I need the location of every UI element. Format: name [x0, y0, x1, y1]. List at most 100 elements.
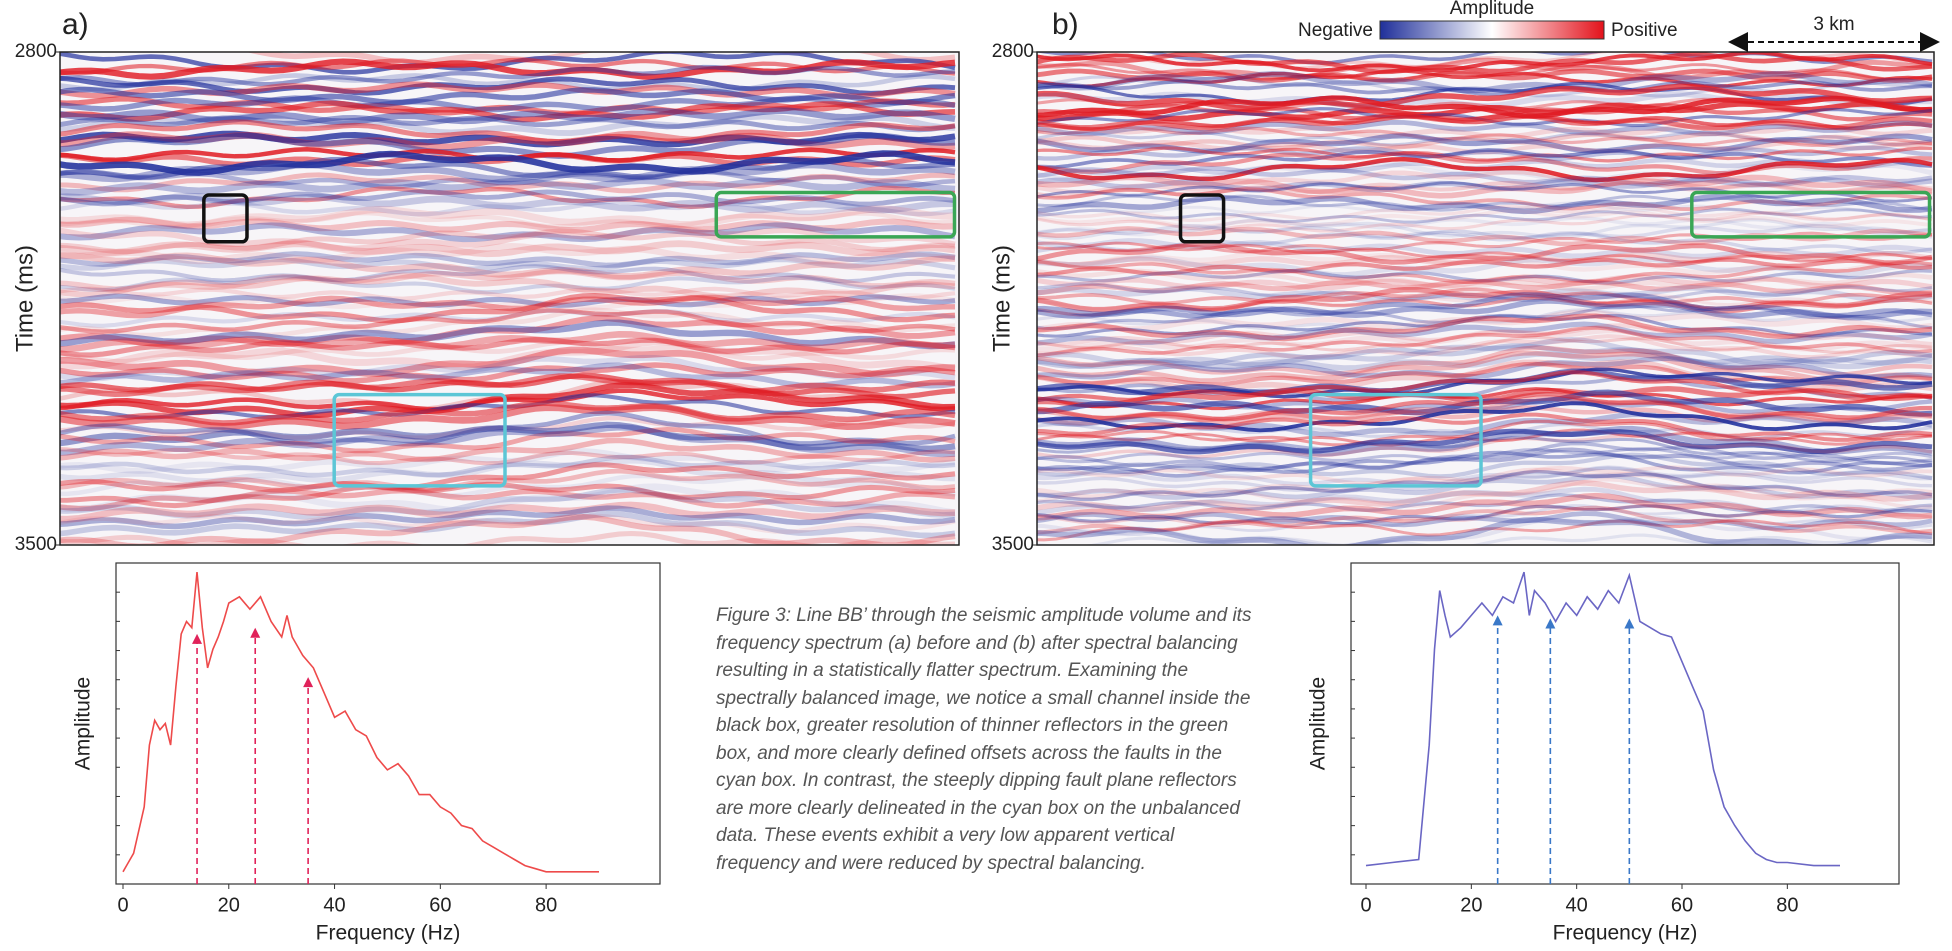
seismic-reflector: [60, 119, 956, 145]
seismic-reflector: [60, 113, 956, 137]
colorbar-min-label: Negative: [1298, 20, 1373, 41]
colorbar: [1379, 20, 1605, 40]
seismic-reflector: [1037, 150, 1933, 176]
highlight-box: [714, 190, 957, 239]
seismic-reflector: [1037, 308, 1933, 332]
seismic-reflector: [60, 264, 956, 284]
seismic-reflector: [1037, 114, 1933, 132]
seismic-reflector: [1037, 130, 1933, 147]
seismic-reflector: [1037, 250, 1933, 275]
seismic-reflector: [1037, 345, 1933, 377]
highlight-box: [1178, 193, 1226, 244]
seismic-reflector: [1037, 304, 1933, 331]
seismic-reflector: [1037, 174, 1933, 199]
seismic-reflector: [1037, 334, 1933, 360]
seismic-reflector: [1037, 287, 1933, 306]
x-axis-label: Frequency (Hz): [1553, 922, 1698, 945]
seismic-reflector: [1037, 176, 1933, 193]
seismic-reflector: [60, 346, 956, 378]
seismic-reflector: [1037, 125, 1933, 148]
y-axis-label: Amplitude: [72, 677, 95, 770]
y-tick-label: 3500: [992, 534, 1034, 555]
seismic-reflector: [60, 473, 956, 498]
seismic-reflector: [60, 177, 956, 196]
seismic-reflector: [1037, 241, 1933, 266]
y-axis-label: Time (ms): [988, 245, 1015, 352]
seismic-reflector: [1037, 356, 1933, 380]
seismic-reflector: [1037, 165, 1933, 188]
seismic-reflector: [60, 100, 956, 123]
seismic-reflector: [60, 257, 956, 272]
seismic-reflector: [1037, 81, 1933, 106]
seismic-reflector: [1037, 298, 1933, 321]
seismic-reflector: [1037, 504, 1933, 526]
seismic-reflector: [1037, 52, 1933, 73]
seismic-reflector: [60, 293, 956, 324]
seismic-reflector: [1037, 146, 1933, 163]
seismic-reflector: [1037, 309, 1933, 332]
seismic-reflector: [60, 486, 956, 520]
seismic-reflector: [1037, 69, 1933, 89]
seismic-reflector: [1037, 492, 1933, 521]
seismic-reflector: [1037, 504, 1933, 528]
x-tick-label: 40: [323, 894, 345, 916]
seismic-frame: [59, 51, 960, 546]
seismic-reflector: [1037, 122, 1933, 140]
seismic-reflector: [60, 362, 956, 384]
seismic-reflector: [60, 307, 956, 338]
seismic-reflector: [60, 511, 956, 539]
seismic-reflector: [1037, 268, 1933, 292]
seismic-reflector: [1037, 374, 1933, 402]
x-tick-label: 40: [1566, 894, 1588, 916]
seismic-reflector: [60, 243, 956, 265]
seismic-reflector: [60, 294, 955, 319]
seismic-reflector: [1037, 343, 1933, 369]
seismic-reflector: [1037, 335, 1933, 354]
spectrum-line: [1365, 571, 1840, 867]
seismic-reflector: [60, 52, 956, 75]
seismic-reflector: [1037, 238, 1933, 259]
seismic-reflector: [1037, 480, 1933, 513]
y-tick-label: 2800: [992, 41, 1034, 62]
seismic-reflector: [60, 286, 956, 301]
panel-label: b): [1052, 8, 1079, 41]
seismic-reflector: [1037, 511, 1933, 531]
panel-label: a): [62, 8, 89, 41]
arrow-head: [1492, 615, 1503, 626]
seismic-reflector: [60, 169, 956, 190]
seismic-reflector: [60, 505, 956, 530]
seismic-frame: [1036, 51, 1935, 546]
highlight-box: [1690, 190, 1932, 239]
seismic-reflector: [60, 86, 956, 106]
seismic-reflector: [60, 483, 956, 516]
seismic-reflector: [60, 501, 956, 523]
seismic-reflector: [1037, 286, 1933, 314]
seismic-reflector: [60, 252, 956, 280]
plot-frame: [1350, 562, 1900, 885]
seismic-reflector: [60, 293, 956, 308]
seismic-reflector: [1037, 314, 1933, 338]
seismic-reflector: [60, 272, 956, 300]
x-tick-label: 60: [1671, 894, 1693, 916]
seismic-reflector: [1037, 278, 1933, 296]
seismic-image: [60, 52, 959, 545]
seismic-reflector: [60, 114, 956, 133]
seismic-reflector: [1037, 328, 1933, 353]
x-tick-label: 60: [429, 894, 451, 916]
seismic-reflector: [1037, 259, 1933, 284]
seismic-reflector: [1037, 477, 1933, 510]
seismic-reflector: [1037, 79, 1933, 97]
seismic-reflector: [1037, 533, 1933, 545]
figure-caption: Figure 3: Line BB’ through the seismic a…: [716, 605, 1252, 874]
seismic-reflector: [1037, 351, 1933, 371]
seismic-reflector: [1037, 515, 1933, 545]
seismic-reflector: [1037, 290, 1933, 311]
seismic-reflector: [60, 251, 956, 268]
x-tick-label: 0: [1360, 894, 1371, 916]
plot-frame: [115, 562, 661, 885]
seismic-reflector: [1037, 321, 1933, 346]
seismic-reflector: [60, 308, 956, 335]
seismic-reflector: [1037, 241, 1933, 264]
seismic-reflector: [1037, 133, 1933, 154]
seismic-reflector: [60, 514, 956, 545]
